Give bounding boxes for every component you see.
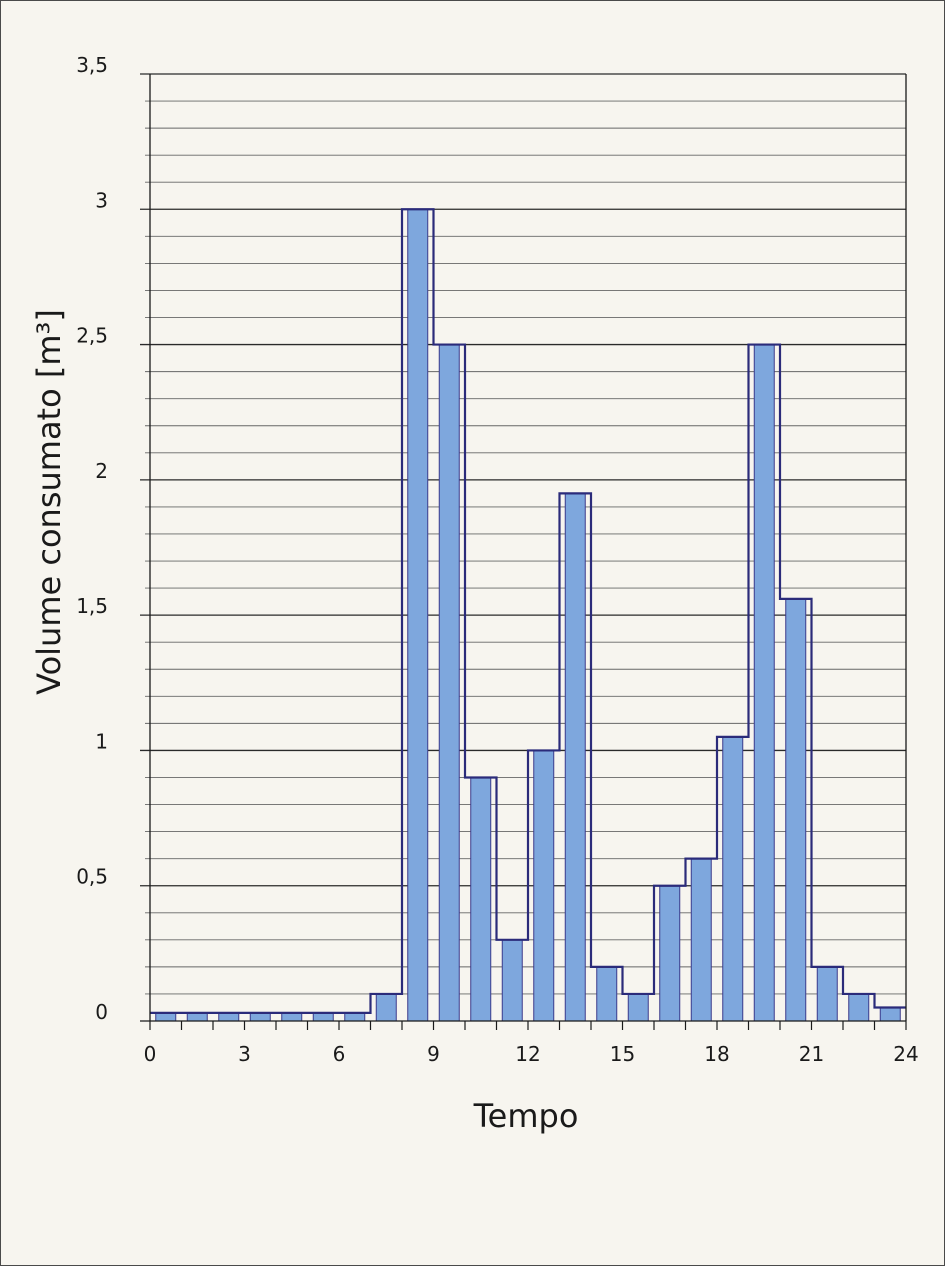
x-tick-label: 15 [610, 1042, 635, 1066]
y-tick-label: 1,5 [76, 594, 108, 618]
bar [375, 993, 397, 1022]
y-tick-label: 2 [95, 459, 108, 483]
x-tick-label: 18 [704, 1042, 729, 1066]
bar [659, 885, 681, 1022]
step-outline [150, 208, 906, 1014]
x-tick-label: 21 [799, 1042, 824, 1066]
x-tick-label: 12 [515, 1042, 540, 1066]
y-tick-label: 1 [95, 729, 108, 753]
x-tick-label: 6 [333, 1042, 346, 1066]
bar [470, 776, 492, 1022]
bar [407, 208, 429, 1022]
bar [848, 993, 870, 1022]
x-tick-label: 24 [893, 1042, 918, 1066]
bar [533, 749, 555, 1022]
x-axis-title: Tempo [473, 1097, 579, 1135]
x-tick-label: 0 [144, 1042, 157, 1066]
bar [218, 1012, 240, 1022]
bar [879, 1006, 901, 1022]
y-tick-label: 3 [95, 188, 108, 212]
grid-lines [140, 73, 906, 995]
bar [344, 1012, 366, 1022]
bar [501, 939, 523, 1022]
bar [816, 966, 838, 1022]
bar [249, 1012, 271, 1022]
y-tick-label: 2,5 [76, 324, 108, 348]
bar [596, 966, 618, 1022]
bar [438, 344, 460, 1022]
bar [312, 1012, 334, 1022]
bar [785, 598, 807, 1022]
bar [753, 344, 775, 1022]
bar [690, 858, 712, 1022]
step-line [150, 208, 906, 1014]
axes [140, 74, 907, 1030]
bar [722, 736, 744, 1022]
bar [281, 1012, 303, 1022]
x-tick-label: 3 [238, 1042, 251, 1066]
bar [186, 1012, 208, 1022]
y-tick-label: 0 [95, 1000, 108, 1024]
y-tick-label: 0,5 [76, 865, 108, 889]
x-tick-label: 9 [427, 1042, 440, 1066]
bars [155, 208, 901, 1022]
y-tick-label: 3,5 [76, 53, 108, 77]
tick-labels: 0 3 6 9 12 15 18 21 24 0 0,5 1 1,5 2 2,5 3 3,5 [76, 53, 919, 1066]
bar [155, 1012, 177, 1022]
bar [627, 993, 649, 1022]
y-axis-title: Volume consumato [m³] [30, 309, 68, 695]
bar [564, 492, 586, 1022]
